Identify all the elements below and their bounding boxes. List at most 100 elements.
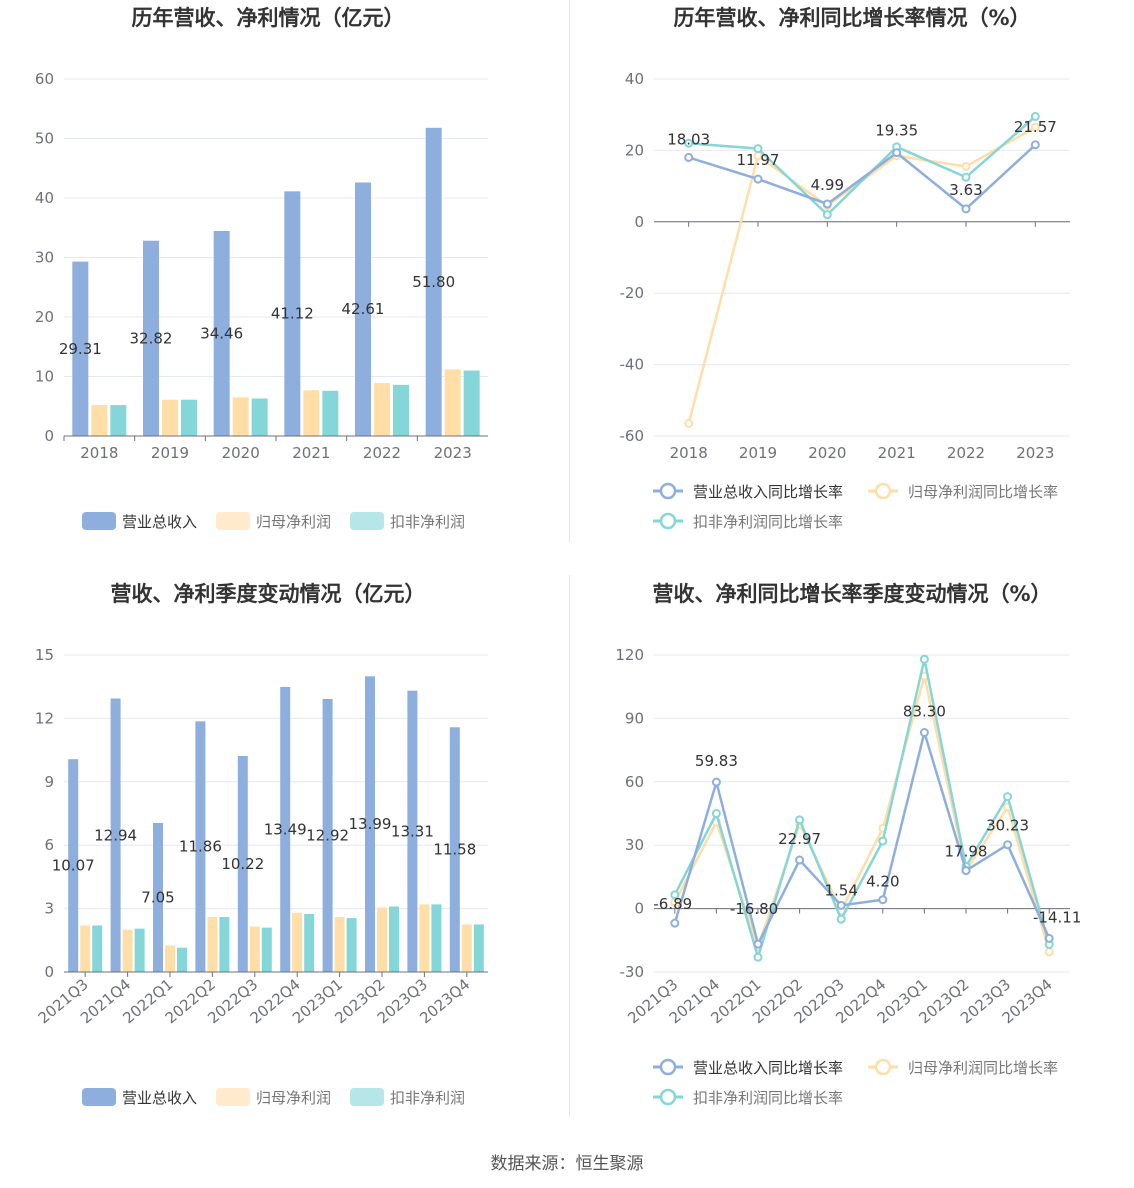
series-revenue-point [670, 918, 680, 928]
series-deducted-profit-point [684, 138, 694, 148]
bar-data-label: 12.94 [94, 826, 137, 844]
panel-divider [569, 0, 570, 542]
bar-revenue [425, 127, 442, 436]
x-tick-label: 2018 [670, 444, 708, 462]
bar-deducted-profit [322, 390, 339, 436]
bar-deducted-profit [261, 927, 272, 972]
legend-deducted-profit-marker-icon [659, 512, 677, 530]
series-net-profit-point [1030, 122, 1040, 132]
y-tick-label: -30 [620, 963, 645, 981]
legend-net-profit-label: 归母净利润 [256, 1089, 331, 1107]
bar-data-label: 7.05 [141, 889, 174, 907]
series-net-profit-point [684, 419, 694, 429]
annual-growth-rate-chart: 历年营收、净利同比增长率情况（%） -60 -40 -20 0 20 40 2018 2019 2… [570, 0, 1134, 550]
legend-net-profit-marker-icon [874, 1058, 892, 1076]
bar-net-profit [232, 397, 249, 436]
bar-net-profit [303, 390, 320, 436]
bar-deducted-profit [431, 904, 442, 972]
series-deducted-profit-point [878, 836, 888, 846]
bar-deducted-profit [346, 918, 357, 972]
bar-revenue [153, 823, 163, 972]
panel-divider [569, 575, 570, 1117]
series-deducted-profit-point [1003, 792, 1013, 802]
bar-deducted-profit [181, 399, 197, 436]
series-revenue-point [795, 855, 805, 865]
bar-deducted-profit [110, 405, 127, 436]
series-deducted-profit-point [961, 172, 971, 182]
bar-data-label: 11.58 [433, 841, 476, 859]
bar-data-label: 51.80 [412, 273, 455, 291]
bar-deducted-profit [177, 947, 187, 972]
y-tick-label: 120 [615, 646, 644, 664]
annual-revenue-profit-chart: 历年营收、净利情况（亿元） 0 10 20 30 40 50 60 29.31 2018 32.82… [0, 0, 567, 550]
legend-net-profit-swatch-icon [216, 512, 250, 530]
x-tick-label: 2022 [947, 444, 985, 462]
bar-deducted-profit [473, 924, 484, 972]
point-data-label: 4.99 [811, 176, 844, 194]
legend-revenue-label: 营业总收入 [122, 513, 197, 531]
chart-title: 营收、净利同比增长率季度变动情况（%） [652, 582, 1051, 606]
bar-data-label: 13.31 [391, 822, 434, 840]
x-tick-label: 2023 [434, 444, 472, 462]
bar-data-label: 10.07 [52, 857, 95, 875]
y-tick-label: 90 [625, 709, 644, 727]
legend-deducted-profit-swatch-icon [350, 512, 384, 530]
x-tick-label: 2021 [292, 444, 330, 462]
legend-deducted-profit-label: 扣非净利润同比增长率 [693, 1089, 843, 1107]
quarterly-growth-rate-svg: 营收、净利同比增长率季度变动情况（%）-3003060901202021Q320… [615, 582, 1081, 1107]
y-tick-label: 0 [44, 427, 54, 445]
bar-data-label: 11.86 [179, 838, 222, 856]
bar-data-label: 32.82 [130, 329, 173, 347]
y-tick-label: 9 [44, 773, 54, 791]
bar-revenue [72, 261, 89, 436]
series-revenue-point [892, 148, 902, 158]
y-tick-label: 0 [634, 213, 644, 231]
series-revenue-point [822, 199, 832, 209]
point-data-label: 11.97 [737, 151, 780, 169]
x-tick-label: 2020 [222, 444, 260, 462]
point-data-label: 59.83 [695, 752, 738, 770]
legend-deducted-profit-label: 扣非净利润 [390, 513, 465, 531]
y-tick-label: 60 [35, 70, 54, 88]
legend-net-profit-label: 归母净利润同比增长率 [908, 1059, 1058, 1077]
legend-deducted-profit-label: 扣非净利润 [390, 1089, 465, 1107]
series-revenue-point [836, 900, 846, 910]
bar-data-label: 42.61 [342, 300, 385, 318]
legend-revenue-swatch-icon [82, 512, 116, 530]
x-tick-label: 2019 [151, 444, 189, 462]
series-revenue-point [961, 866, 971, 876]
bar-net-profit [444, 369, 461, 436]
point-data-label: -6.89 [653, 895, 692, 913]
legend-revenue-swatch-icon [82, 1088, 116, 1106]
y-tick-label: 12 [35, 709, 54, 727]
y-tick-label: -40 [620, 356, 645, 374]
point-data-label: 4.20 [866, 873, 899, 891]
y-tick-label: 20 [35, 308, 54, 326]
bar-revenue [449, 727, 460, 972]
annual-growth-rate-svg: 历年营收、净利同比增长率情况（%） -60 -40 -20 0 20 40 2018 2019 2… [620, 6, 1070, 531]
x-tick-label: 2019 [739, 444, 777, 462]
legend-revenue-marker-icon [659, 482, 677, 500]
bar-data-label: 34.46 [200, 324, 243, 342]
y-tick-label: 30 [625, 836, 644, 854]
bar-revenue [355, 182, 371, 436]
series-deducted-profit-line [688, 115, 1037, 217]
bar-deducted-profit [219, 917, 230, 972]
bar-net-profit [122, 929, 133, 972]
series-deducted-profit-point [670, 890, 680, 900]
y-tick-label: 10 [35, 368, 54, 386]
y-tick-label: -20 [620, 284, 645, 302]
series-deducted-profit-point [836, 914, 846, 924]
legend-revenue-label: 营业总收入同比增长率 [693, 483, 843, 501]
bar-revenue [195, 721, 206, 972]
series-deducted-profit-point [711, 809, 721, 818]
point-data-label: 17.98 [945, 843, 988, 861]
point-data-label: 3.63 [949, 181, 982, 199]
legend-revenue-label: 营业总收入 [122, 1089, 197, 1107]
y-tick-label: 0 [634, 900, 644, 918]
bar-net-profit [165, 945, 175, 972]
quarterly-revenue-profit-svg: 营收、净利季度变动情况（亿元）0369121510.072021Q312.942… [35, 582, 488, 1107]
legend-net-profit-marker-icon [874, 482, 892, 500]
y-tick-label: 3 [44, 900, 54, 918]
bar-deducted-profit [92, 925, 103, 972]
